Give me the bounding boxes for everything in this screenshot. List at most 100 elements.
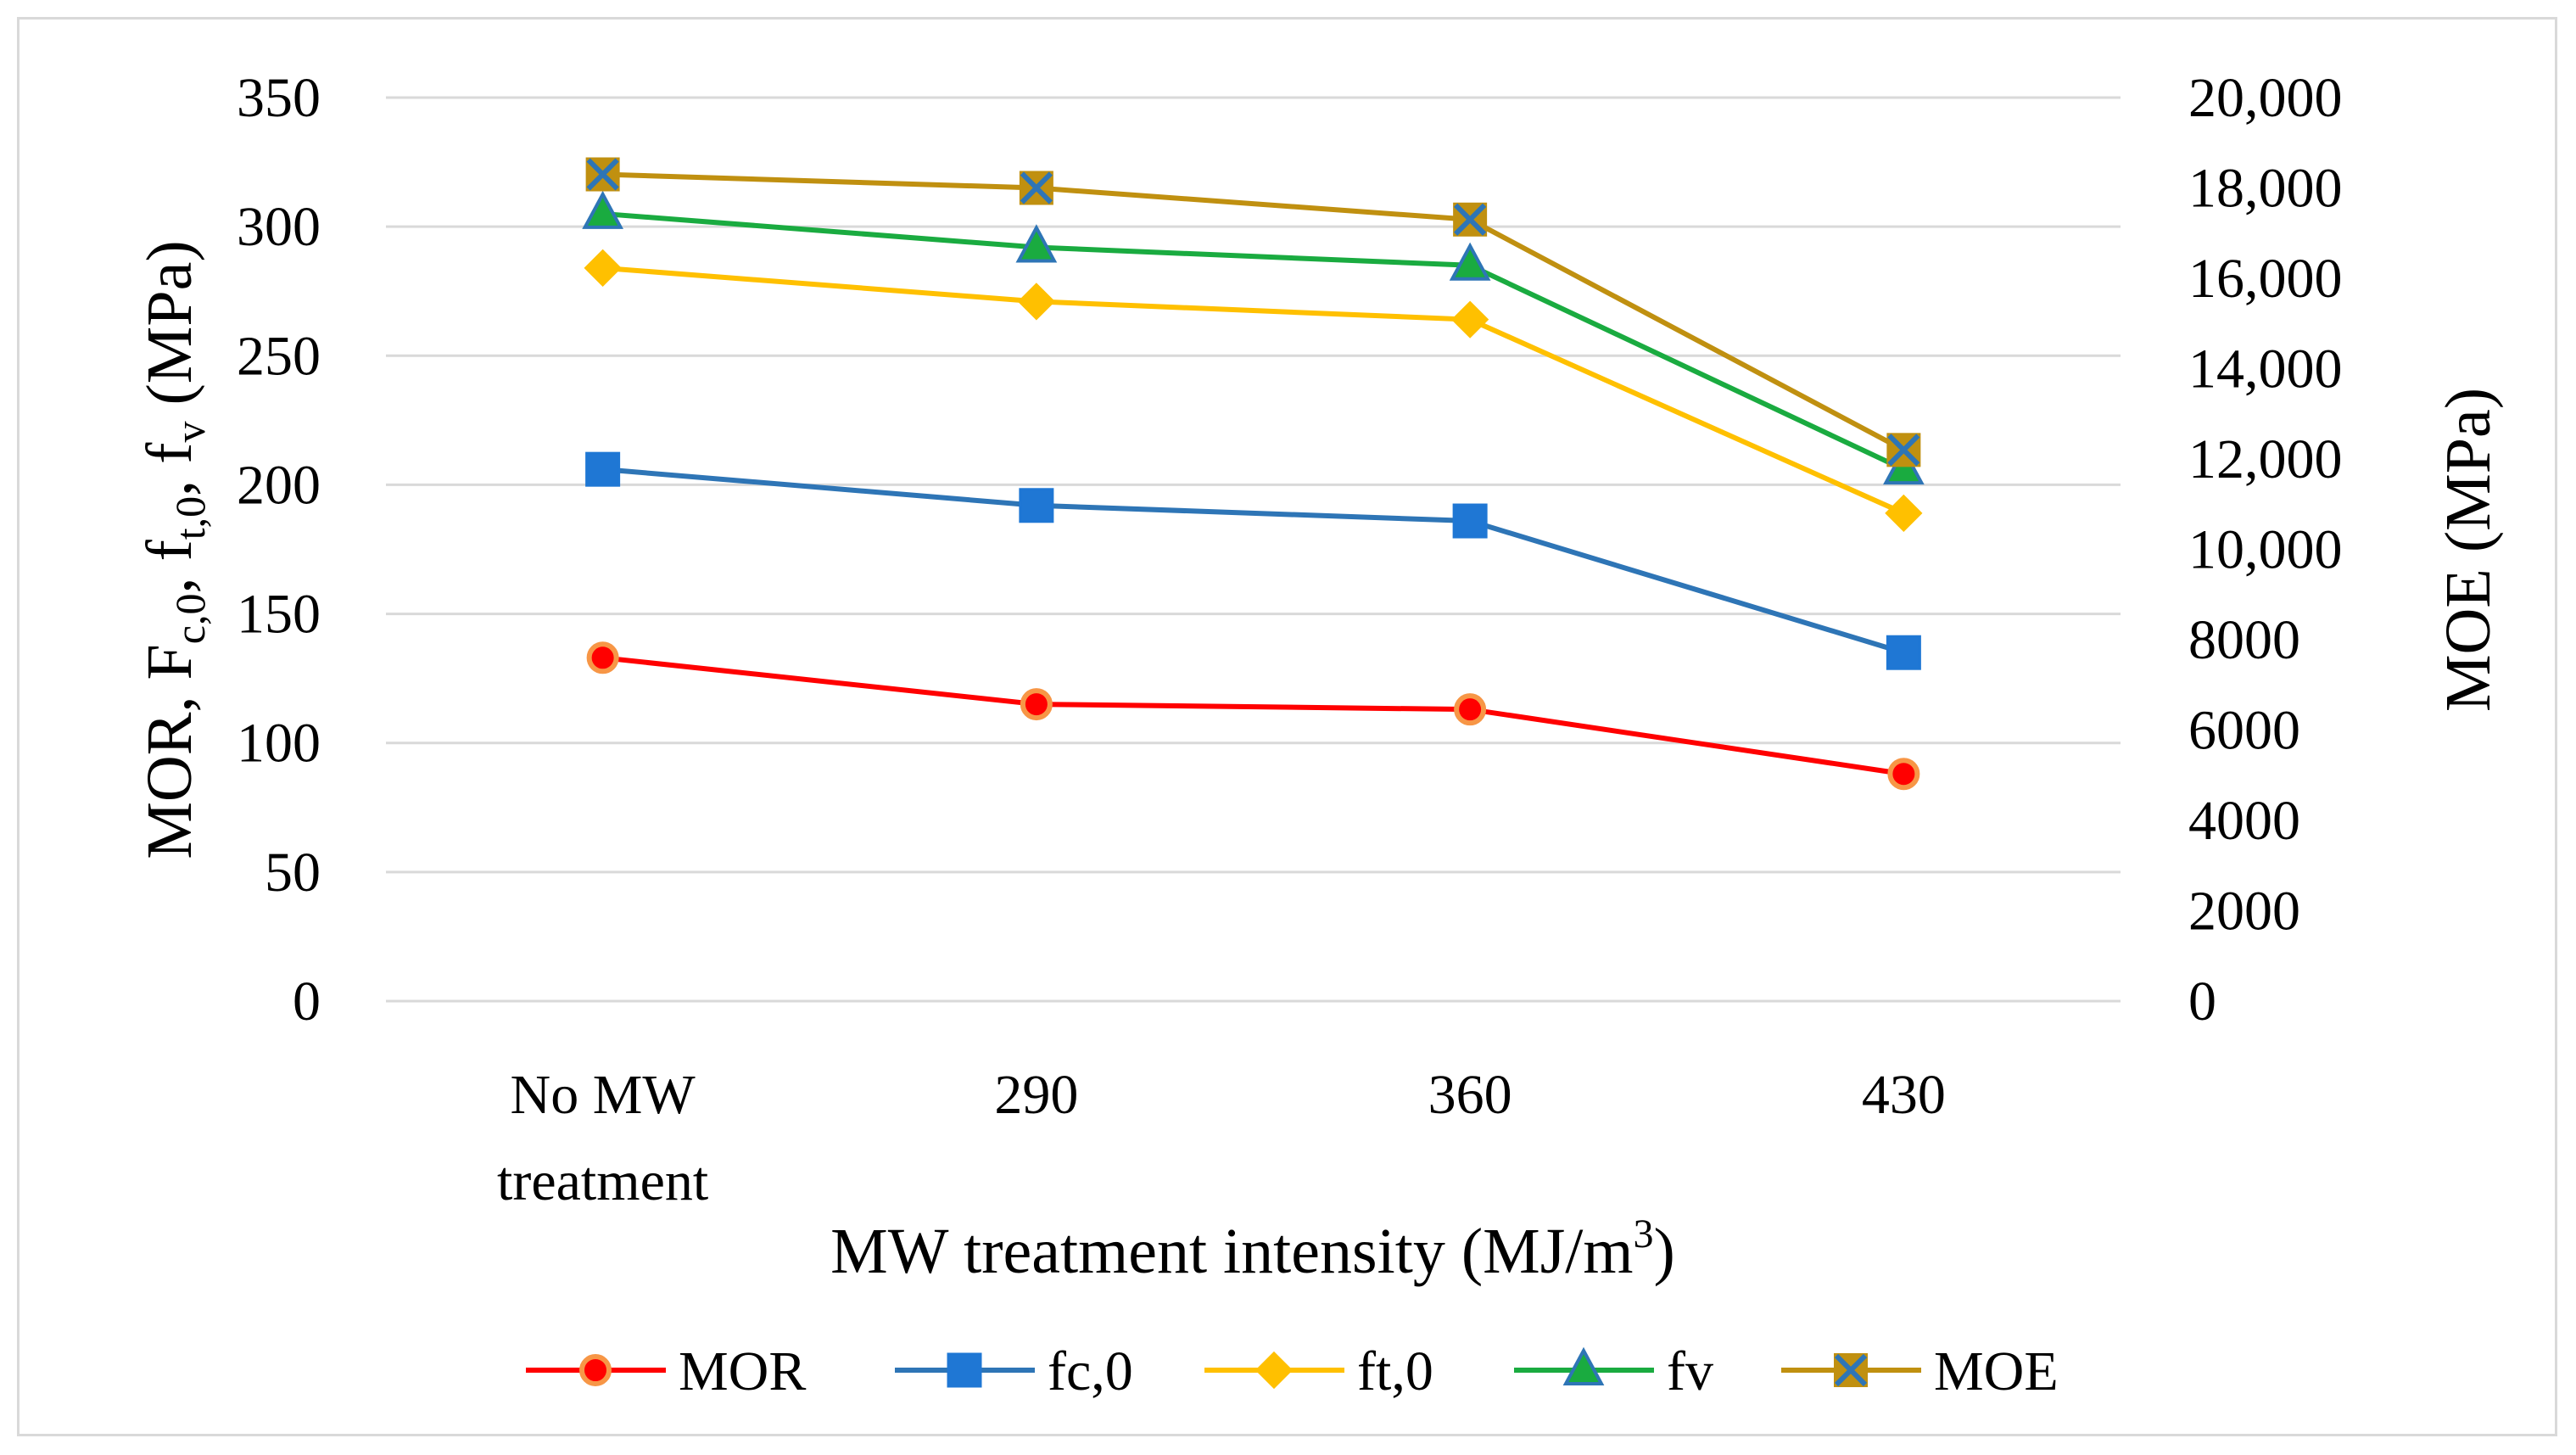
left-tick-label: 150 [237, 584, 321, 646]
marker-square [947, 1352, 982, 1388]
data-point [585, 451, 621, 487]
marker-triangle [1449, 242, 1491, 281]
data-point [582, 190, 623, 229]
marker-diamond [1017, 283, 1055, 321]
right-tick-label: 8000 [2188, 609, 2300, 671]
marker-diamond [1451, 300, 1489, 339]
series [582, 157, 1925, 791]
marker-circle [1887, 758, 1920, 791]
right-tick-label: 16,000 [2188, 248, 2343, 310]
right-tick-label: 2000 [2188, 881, 2300, 943]
marker-circle [1020, 688, 1053, 721]
legend: MOR fc,0 ft,0 fv MOE [526, 1340, 2059, 1402]
legend-label: MOR [679, 1340, 806, 1402]
marker-triangle [582, 190, 623, 229]
marker-triangle [1562, 1346, 1605, 1385]
left-tick-label: 350 [237, 67, 321, 129]
data-point [1019, 488, 1054, 523]
marker-circle [586, 641, 619, 674]
marker-circle [1454, 693, 1487, 726]
data-point [1885, 494, 1923, 533]
data-point [1834, 1353, 1868, 1387]
legend-label: ft,0 [1357, 1340, 1433, 1402]
marker-diamond [1254, 1351, 1294, 1390]
series-fv [582, 190, 1925, 485]
data-point [1454, 693, 1487, 726]
data-point [1453, 202, 1488, 237]
left-tick-label: 200 [237, 454, 321, 516]
marker-diamond [1885, 494, 1923, 533]
x-axis: No MW treatment 290 360 430 [497, 1064, 1946, 1212]
series-line [602, 467, 1905, 656]
data-point [1886, 433, 1921, 467]
marker-x [1887, 434, 1920, 467]
right-y-axis: 0 2000 4000 6000 8000 10,000 12,000 14,000 16,00… [2188, 67, 2343, 1032]
data-point [1886, 635, 1921, 670]
legend-item-moe: MOE [1781, 1340, 2059, 1402]
x-tick-label: No MW [511, 1064, 696, 1126]
right-tick-label: 6000 [2188, 700, 2300, 762]
marker-x [1020, 171, 1053, 204]
legend-label: fv [1667, 1340, 1713, 1402]
legend-item-mor: MOR [526, 1340, 806, 1402]
right-tick-label: 20,000 [2188, 67, 2343, 129]
right-tick-label: 10,000 [2188, 519, 2343, 581]
right-tick-label: 14,000 [2188, 339, 2343, 400]
marker-x [1834, 1353, 1868, 1387]
right-tick-label: 0 [2188, 971, 2216, 1032]
right-tick-label: 4000 [2188, 790, 2300, 852]
series-mor [586, 641, 1920, 791]
gridlines [386, 96, 2121, 1003]
x-tick-label: 430 [1862, 1064, 1946, 1126]
marker-square [1452, 503, 1488, 539]
marker-triangle [1015, 224, 1058, 263]
data-point [1017, 283, 1055, 321]
series-line [602, 210, 1905, 472]
left-tick-label: 50 [265, 842, 321, 904]
data-point [1019, 171, 1053, 205]
data-point [1451, 300, 1489, 339]
data-point [579, 1354, 612, 1386]
x-axis-title: MW treatment intensity (MJ/m3) [830, 1212, 1675, 1287]
series-moe [585, 157, 1921, 467]
right-y-axis-title: MOE (MPa) [2433, 388, 2504, 712]
legend-item-fc-0: fc,0 [895, 1340, 1133, 1402]
data-point [1020, 688, 1053, 721]
chart-frame [17, 17, 2557, 1436]
left-y-axis: 0 50 100 150 200 250 300 350 [237, 67, 321, 1032]
series-ft-0 [584, 249, 1923, 533]
data-point [1015, 224, 1058, 263]
axis-titles: MW treatment intensity (MJ/m3) MOR, Fc,0,… [134, 240, 2504, 1287]
right-tick-label: 12,000 [2188, 428, 2343, 490]
marker-x [586, 158, 619, 191]
left-tick-label: 100 [237, 713, 321, 775]
left-tick-label: 0 [293, 971, 321, 1032]
marker-diamond [584, 249, 622, 287]
data-point [584, 249, 622, 287]
legend-label: MOE [1934, 1340, 2059, 1402]
series-fc-0 [585, 451, 1921, 670]
data-point [1452, 503, 1488, 539]
data-point [1449, 242, 1491, 281]
data-point [947, 1352, 982, 1388]
data-point [1254, 1351, 1294, 1390]
legend-label: fc,0 [1048, 1340, 1133, 1402]
data-point [1887, 758, 1920, 791]
legend-item-fv: fv [1514, 1340, 1713, 1402]
series-line [602, 655, 1904, 777]
series-line [602, 265, 1905, 516]
x-tick-label: 360 [1428, 1064, 1512, 1126]
left-tick-label: 250 [237, 325, 321, 387]
series-line [602, 171, 1905, 452]
legend-item-ft-0: ft,0 [1204, 1340, 1433, 1402]
data-point [1562, 1346, 1605, 1385]
left-tick-label: 300 [237, 196, 321, 258]
data-point [586, 641, 619, 674]
x-tick-label: 290 [994, 1064, 1078, 1126]
data-point [585, 157, 620, 192]
left-y-axis-title: MOR, Fc,0, ft,0, fv (MPa) [134, 240, 214, 859]
x-tick-label: treatment [497, 1150, 708, 1212]
marker-x [1454, 203, 1487, 236]
right-tick-label: 18,000 [2188, 158, 2343, 220]
marker-square [585, 451, 621, 487]
